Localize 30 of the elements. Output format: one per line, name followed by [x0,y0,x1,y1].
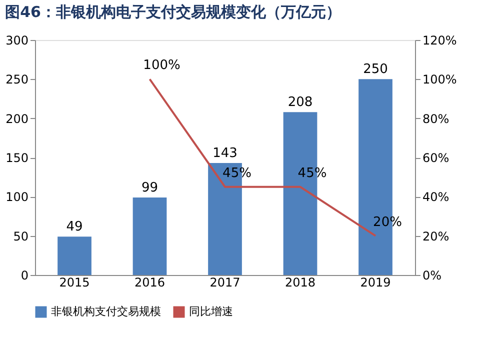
data-label: 143 [212,146,238,161]
bar [58,236,92,275]
chart-title: 图46：非银机构电子支付交易规模变化（万亿元） [5,3,341,21]
x-tick-label: 2019 [360,276,391,290]
x-tick-label: 2016 [134,276,166,290]
y2-tick-label: 120% [422,34,457,48]
y2-tick-label: 80% [422,112,450,126]
y2-tick-label: 60% [422,151,450,165]
y-tick-label: 0 [20,268,28,282]
y-tick-label: 200 [6,112,28,126]
data-label: 49 [66,220,83,235]
y-tick-label: 300 [6,34,28,48]
y-tick-label: 100 [6,190,28,204]
legend-label: 非银机构支付交易规模 [51,305,161,318]
data-label: 208 [288,95,313,110]
y2-tick-label: 40% [422,190,450,204]
y-tick-label: 250 [6,72,28,87]
y-tick-label: 50 [13,229,28,244]
data-label: 250 [363,62,388,78]
data-label: 100% [143,58,180,74]
x-tick-label: 2017 [210,276,240,290]
legend-label: 同比增速 [189,305,233,318]
x-tick-label: 2018 [284,276,316,290]
bar [132,197,167,275]
data-label: 99 [141,180,158,196]
y-tick-label: 150 [6,151,28,165]
y2-tick-label: 100% [422,72,457,87]
x-tick-label: 2015 [59,276,90,290]
y2-tick-label: 20% [422,229,450,244]
y2-tick-label: 0% [422,268,442,282]
